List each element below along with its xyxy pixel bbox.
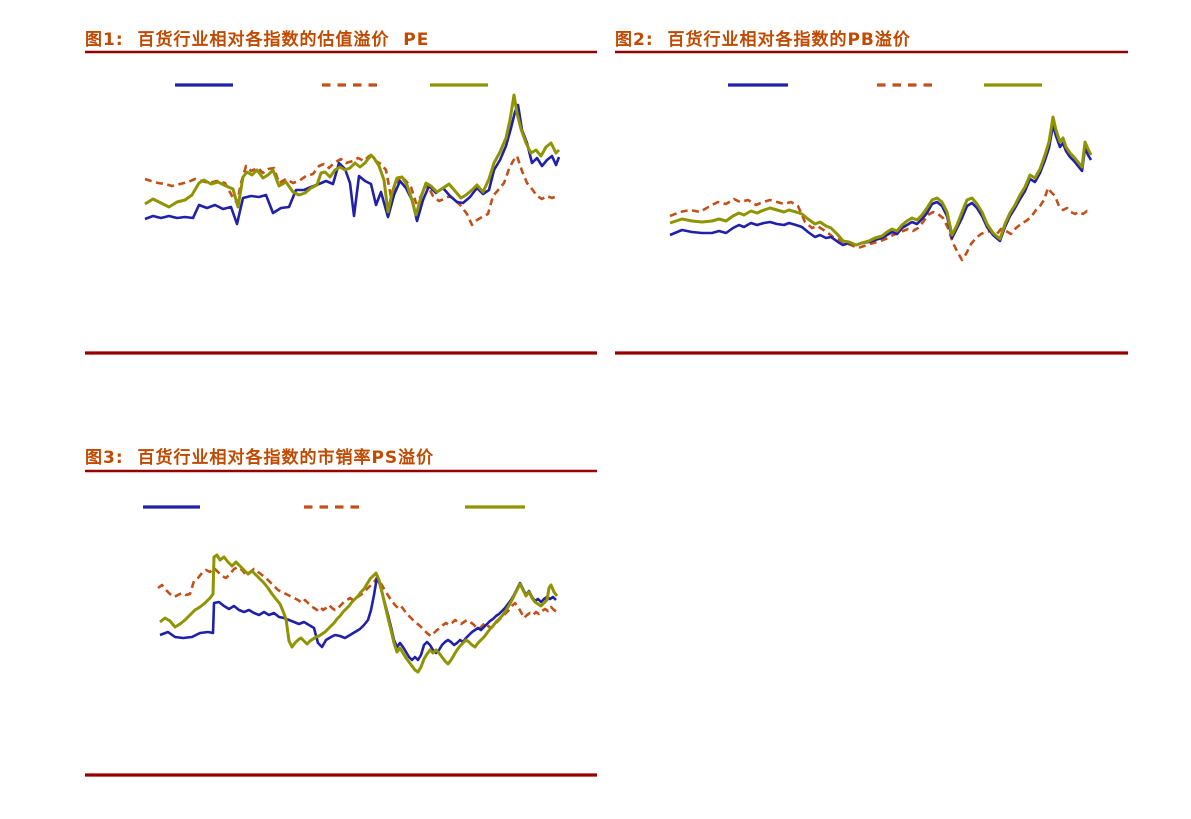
chart2-series-blue-solid xyxy=(669,123,1093,247)
chart1-title: 图1: 百货行业相对各指数的估值溢价 PE xyxy=(85,30,430,50)
chart2-series-olive-solid xyxy=(669,115,1093,247)
chart2-series-orange-dashed xyxy=(669,186,1092,262)
chart2-title: 图2: 百货行业相对各指数的PB溢价 xyxy=(615,30,911,50)
chart3-title: 图3: 百货行业相对各指数的市销率PS溢价 xyxy=(85,448,435,468)
chart3-series-olive-solid xyxy=(159,553,559,674)
chart3-series-blue-solid xyxy=(159,575,557,662)
chart1-series-olive-solid xyxy=(144,93,561,217)
chart1-series-blue-solid xyxy=(144,103,561,226)
